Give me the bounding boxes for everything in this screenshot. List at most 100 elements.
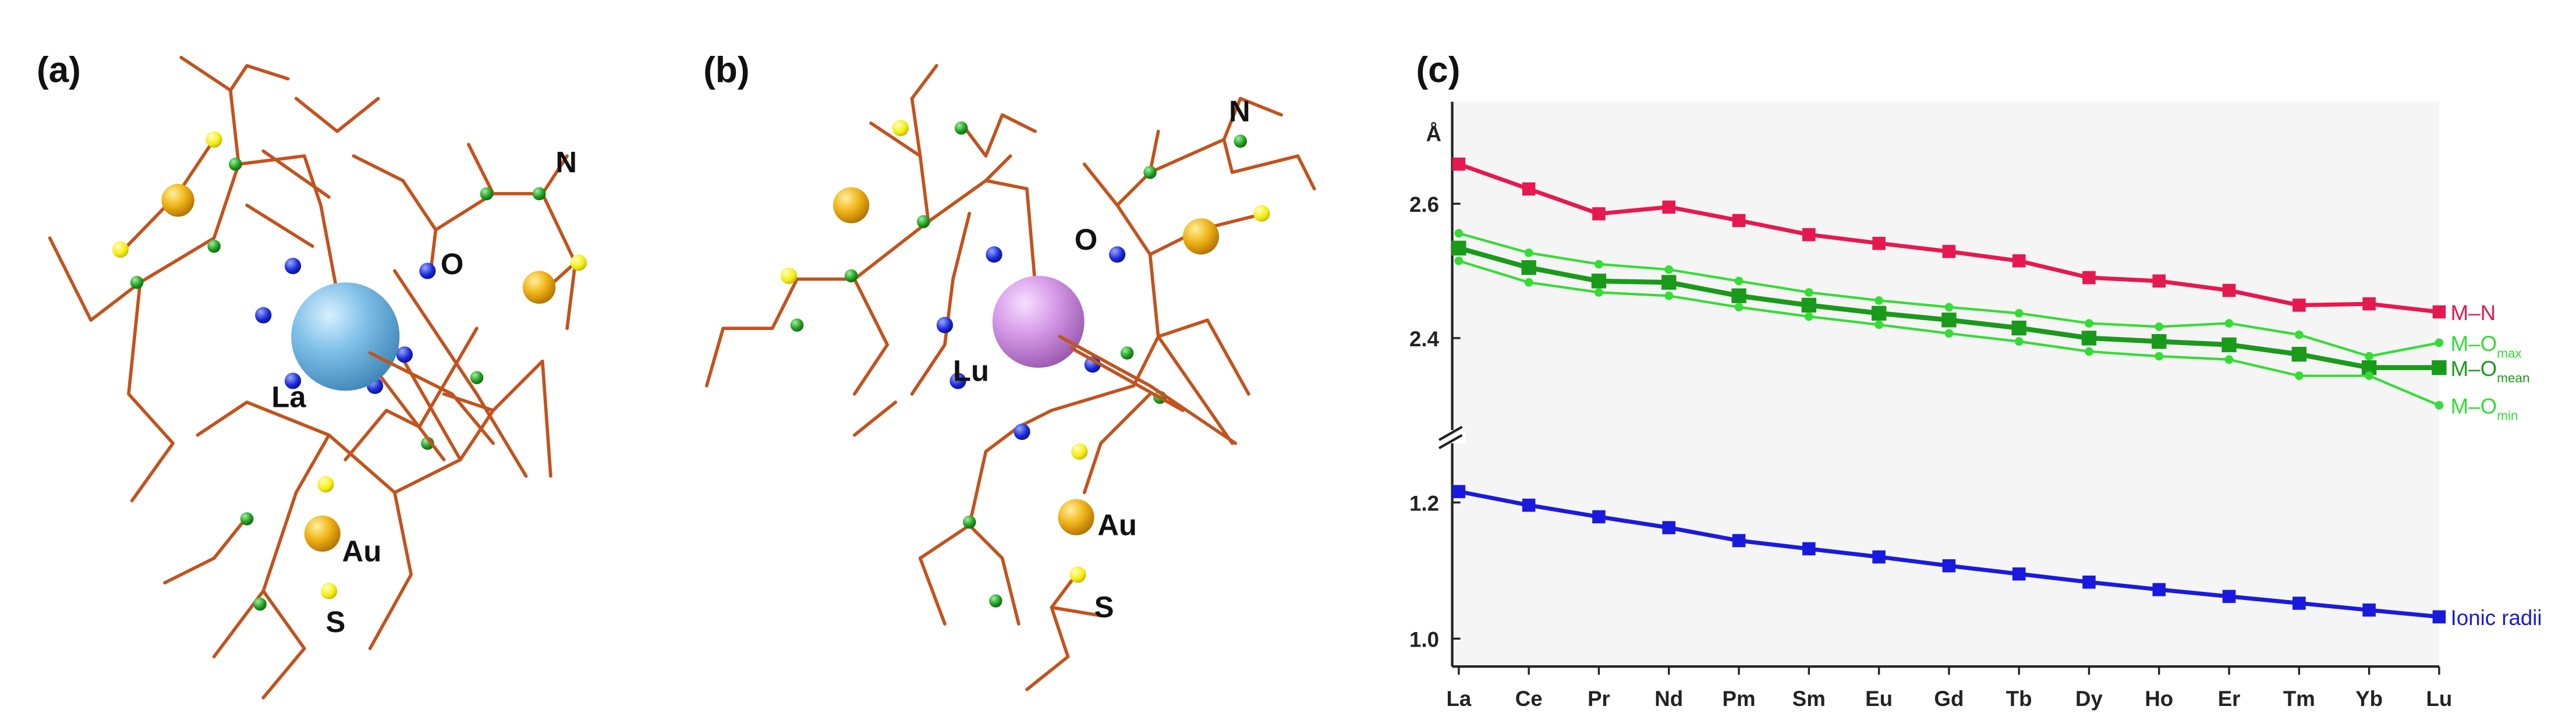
data-point bbox=[1875, 320, 1883, 329]
x-tick-label: La bbox=[1446, 687, 1471, 711]
series-name: Ionic radii bbox=[2451, 606, 2542, 630]
series-subscript: max bbox=[2497, 346, 2522, 360]
gold-atom bbox=[1058, 499, 1094, 535]
data-point bbox=[2362, 603, 2376, 617]
data-point bbox=[2432, 360, 2447, 375]
x-tick-label: Tb bbox=[2006, 687, 2032, 711]
oxygen-atom bbox=[1084, 356, 1101, 373]
metal-atom bbox=[992, 275, 1085, 368]
data-point bbox=[2082, 271, 2096, 285]
series-name: M–O bbox=[2451, 394, 2497, 418]
data-point bbox=[1451, 240, 1466, 255]
series-subscript: min bbox=[2497, 409, 2518, 423]
structure-a bbox=[48, 55, 587, 700]
series-name: M–O bbox=[2451, 357, 2497, 381]
panel-label: (c) bbox=[1416, 50, 1461, 90]
data-point bbox=[2365, 371, 2373, 380]
bond bbox=[705, 64, 1316, 691]
atom-label: Au bbox=[1097, 509, 1137, 542]
data-point bbox=[2014, 337, 2024, 346]
oxygen-atom bbox=[284, 372, 302, 389]
oxygen-atom bbox=[396, 346, 413, 363]
data-point bbox=[2085, 347, 2093, 356]
data-point bbox=[1521, 260, 1536, 275]
chart: 2.4 2.6 1.0 1.2 La Ce Pr Nd Pm Sm Eu Gd Tb Dy Ho Er Tm Yb… bbox=[1409, 101, 2542, 711]
metal-atom bbox=[291, 282, 400, 391]
data-point bbox=[1872, 550, 1886, 564]
bond bbox=[1058, 335, 1238, 445]
sulfur-atom bbox=[317, 476, 334, 493]
x-tick-label: Sm bbox=[1792, 687, 1826, 711]
axis-break-gap bbox=[1439, 430, 1466, 443]
data-point bbox=[1592, 510, 1606, 524]
x-tick-label: Tm bbox=[2283, 687, 2315, 711]
carbon-atom bbox=[253, 597, 267, 611]
atom-label: Au bbox=[342, 535, 382, 568]
x-tick-label: Ce bbox=[1515, 687, 1543, 711]
plot-background bbox=[1452, 101, 2439, 667]
sulfur-atom bbox=[892, 119, 909, 137]
data-point bbox=[1662, 200, 1676, 214]
atom-label: N bbox=[555, 145, 577, 179]
carbon-atom bbox=[962, 515, 976, 529]
data-point bbox=[1944, 329, 1954, 338]
data-point bbox=[2155, 352, 2164, 361]
series-label: M–Omin bbox=[2451, 394, 2518, 423]
data-point bbox=[1732, 214, 1746, 228]
data-point bbox=[2222, 590, 2236, 604]
data-point bbox=[2011, 320, 2026, 336]
data-point bbox=[1804, 312, 1813, 321]
data-point bbox=[2432, 610, 2446, 624]
data-point bbox=[1595, 288, 1603, 297]
data-point bbox=[2291, 346, 2307, 362]
data-point bbox=[1871, 306, 1887, 321]
y-tick-label: 2.4 bbox=[1409, 327, 1440, 351]
data-point bbox=[2085, 319, 2093, 328]
atom-label: N bbox=[1229, 95, 1250, 128]
data-point bbox=[2152, 583, 2166, 597]
carbon-atom bbox=[480, 187, 494, 201]
data-point bbox=[1452, 157, 1466, 171]
x-tick-label: Er bbox=[2218, 687, 2241, 711]
data-point bbox=[1734, 303, 1744, 312]
series-label: Ionic radii bbox=[2451, 606, 2542, 630]
data-point bbox=[1662, 521, 1676, 534]
data-point bbox=[2432, 305, 2446, 319]
series-name: M–N bbox=[2451, 301, 2496, 325]
data-point bbox=[2224, 319, 2234, 328]
data-point bbox=[1454, 256, 1464, 265]
panel-label: (b) bbox=[703, 50, 749, 90]
y-unit: Å bbox=[1426, 122, 1441, 146]
carbon-atom bbox=[916, 215, 930, 229]
data-point bbox=[1591, 274, 1607, 289]
sulfur-atom bbox=[1253, 205, 1270, 222]
x-tick-label: Eu bbox=[1865, 687, 1893, 711]
data-point bbox=[1802, 228, 1816, 242]
carbon-atom bbox=[844, 269, 858, 283]
data-point bbox=[1524, 249, 1533, 257]
data-point bbox=[2292, 597, 2306, 610]
data-point bbox=[1801, 297, 1817, 313]
data-point bbox=[2012, 254, 2026, 268]
data-point bbox=[2014, 308, 2024, 318]
x-tick-label: Yb bbox=[2355, 687, 2383, 711]
carbon-atom bbox=[790, 318, 804, 332]
oxygen-atom bbox=[284, 257, 302, 275]
axis-break bbox=[1438, 434, 1463, 449]
carbon-atom bbox=[1234, 134, 1247, 148]
data-point bbox=[2222, 283, 2236, 297]
metal-label: La bbox=[271, 381, 306, 414]
data-point bbox=[1664, 265, 1674, 274]
series-label: M–N bbox=[2451, 301, 2496, 325]
structure-b bbox=[705, 64, 1316, 691]
data-point bbox=[1731, 288, 1746, 303]
carbon-atom bbox=[989, 594, 1002, 608]
data-point bbox=[1944, 303, 1954, 312]
data-point bbox=[2362, 297, 2376, 311]
data-point bbox=[1664, 291, 1674, 300]
data-point bbox=[1875, 296, 1883, 305]
data-point bbox=[1802, 542, 1816, 556]
sulfur-atom bbox=[780, 267, 798, 285]
oxygen-atom bbox=[1109, 246, 1126, 263]
sulfur-atom bbox=[321, 583, 338, 599]
